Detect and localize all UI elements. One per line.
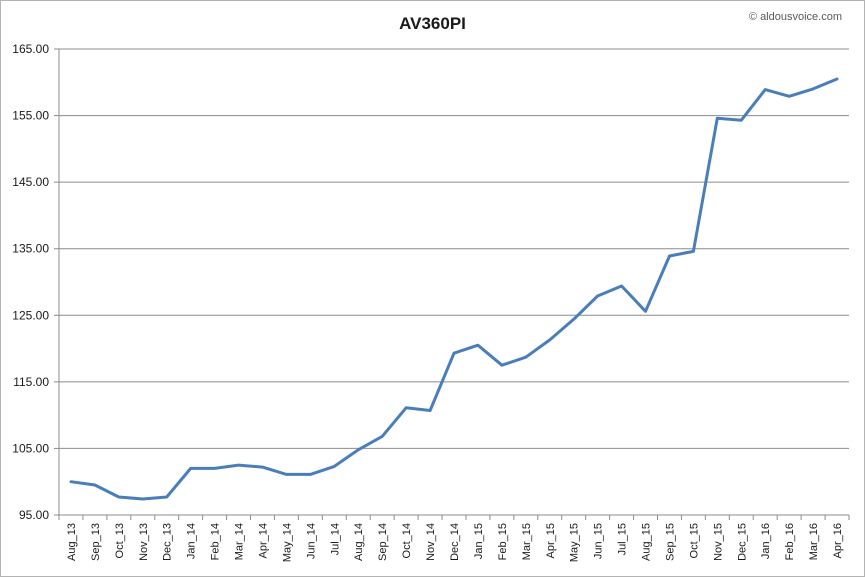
data-point (380, 435, 384, 438)
series-layer (69, 77, 839, 501)
x-tick-label: May_14 (281, 523, 293, 562)
x-tick-labels: Aug_13 Sep_13 Oct_13 Nov_13 Dec_13 Jan_14 Feb_… (66, 523, 844, 562)
x-tick-label: Mar_14 (234, 523, 246, 560)
data-point (476, 344, 480, 347)
data-point (285, 473, 288, 476)
data-point (668, 254, 671, 258)
y-tick-labels: 95.00 105.00 115.00 125.00 135.00 145.00 155.0… (12, 42, 49, 522)
x-tick-label: Jan_14 (186, 523, 198, 559)
data-point (165, 495, 168, 499)
x-tick-label: May_15 (569, 523, 581, 562)
x-tick-label: Nov_14 (425, 523, 437, 561)
data-point (500, 364, 504, 367)
x-tick-label: Jul_15 (617, 523, 629, 555)
y-tick-label: 105.00 (12, 441, 49, 455)
data-point (141, 497, 144, 501)
x-tick-label: Dec_14 (449, 523, 461, 561)
chart-title: AV360PI (399, 14, 466, 33)
data-point (93, 483, 97, 487)
x-tick-label: Apr_14 (257, 523, 269, 558)
data-point (261, 465, 264, 469)
x-tick-label: Feb_14 (210, 523, 222, 560)
data-point (548, 338, 551, 342)
data-point (309, 473, 312, 476)
y-tick-label: 135.00 (12, 242, 49, 256)
x-tick-label: Sep_14 (377, 523, 389, 561)
data-point (835, 77, 839, 81)
data-point (644, 310, 647, 313)
data-point (213, 467, 216, 470)
x-tick-label: Dec_13 (162, 523, 174, 561)
x-tick-label: Sep_15 (664, 523, 676, 561)
series-line (69, 77, 839, 501)
x-tick-label: Feb_16 (784, 523, 796, 560)
x-tick-label: Aug_14 (353, 523, 365, 561)
x-tick-label: Nov_15 (712, 523, 724, 561)
data-point (692, 250, 695, 253)
watermark: © aldousvoice.com (748, 11, 842, 23)
x-tick-label: Sep_13 (90, 523, 102, 561)
x-tick-label: Jan_15 (473, 523, 485, 559)
data-point (787, 95, 791, 98)
data-point (404, 406, 408, 410)
x-tick-label: Oct_13 (114, 523, 126, 558)
x-tick-label: Apr_16 (832, 523, 844, 558)
x-tick-label: Nov_13 (138, 523, 150, 561)
y-tick-label: 95.00 (19, 508, 49, 522)
x-tick-label: Oct_14 (401, 523, 413, 558)
data-point (716, 117, 719, 120)
x-tick-label: Dec_15 (736, 523, 748, 561)
data-point (811, 87, 815, 91)
x-tick-label: Jun_14 (305, 523, 317, 559)
data-point (333, 465, 336, 468)
data-point (596, 294, 599, 298)
x-tick-label: Apr_15 (545, 523, 557, 558)
data-point (428, 409, 432, 412)
data-point (189, 467, 192, 470)
x-tick-label: Aug_15 (641, 523, 653, 561)
x-tick-label: Jan_16 (760, 523, 772, 559)
x-tick-label: Mar_16 (808, 523, 820, 560)
axes (54, 48, 850, 520)
data-point (572, 318, 575, 321)
data-point (237, 463, 240, 467)
x-tick-label: Jul_14 (329, 523, 341, 555)
data-point (620, 284, 623, 288)
y-tick-label: 165.00 (12, 42, 49, 56)
gridlines (59, 48, 849, 449)
x-tick-label: Oct_15 (688, 523, 700, 558)
data-point (452, 352, 456, 355)
x-tick-label: Aug_13 (66, 523, 78, 561)
data-point (117, 495, 121, 499)
data-point (764, 88, 767, 91)
data-point (357, 448, 360, 451)
y-tick-label: 125.00 (12, 308, 49, 322)
y-tick-label: 155.00 (12, 109, 49, 123)
data-point (69, 480, 73, 483)
x-tick-label: Mar_15 (521, 523, 533, 560)
x-tick-label: Feb_15 (497, 523, 509, 560)
x-tick-label: Jun_15 (593, 523, 605, 559)
y-tick-label: 115.00 (13, 375, 49, 389)
data-point (740, 119, 743, 122)
y-tick-label: 145.00 (12, 175, 49, 189)
data-point (524, 356, 528, 359)
